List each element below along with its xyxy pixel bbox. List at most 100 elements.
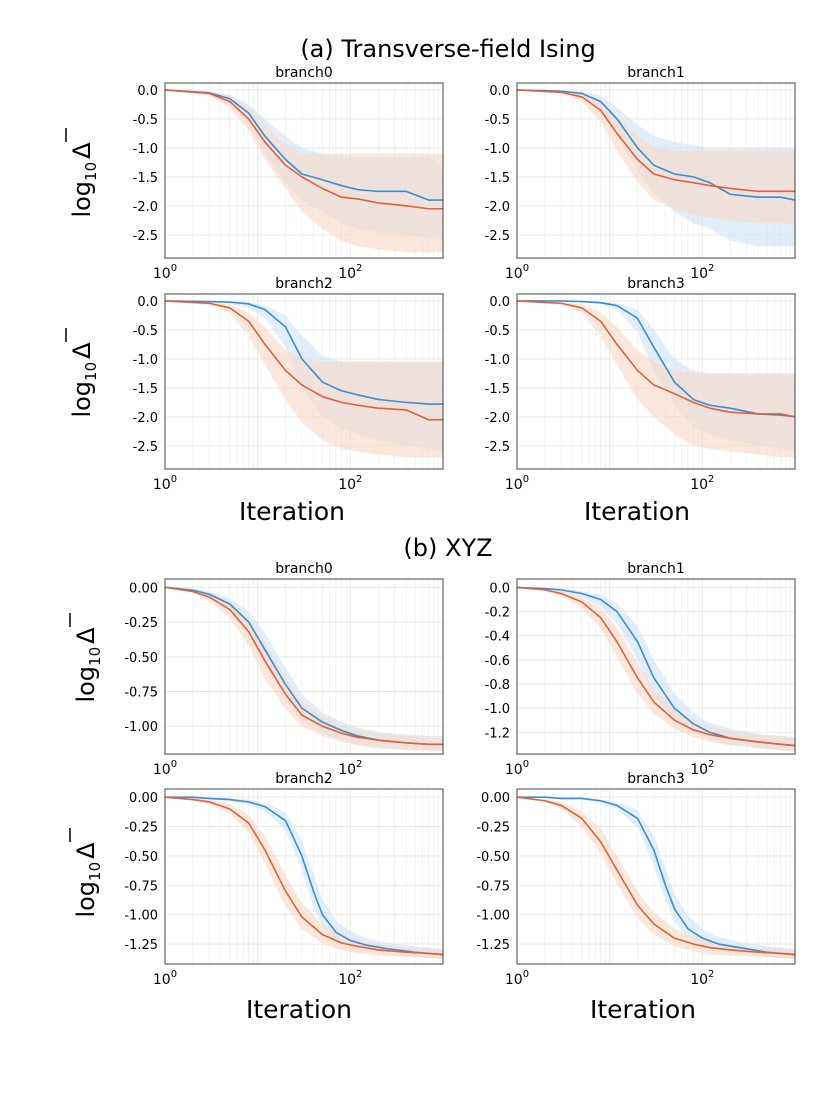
y-tick-label: -2.0 — [133, 411, 158, 426]
blue-line — [517, 89, 795, 201]
ylabel-a-bottom: log10Δ — [65, 328, 100, 418]
x-tick-label: 102 — [338, 263, 362, 282]
y-tick-label: 0.00 — [481, 791, 510, 806]
x-tick-label: 102 — [690, 263, 714, 282]
orange-band — [165, 300, 443, 458]
y-tick-label: 0.0 — [489, 295, 510, 310]
y-tick-label: -1.00 — [124, 909, 158, 924]
svg-text:log10Δ: log10Δ — [72, 627, 104, 703]
y-tick-label: -1.00 — [476, 909, 510, 924]
plot-area — [517, 300, 795, 458]
y-tick-label: -0.5 — [485, 113, 510, 128]
panel-title: branch1 — [627, 561, 685, 577]
y-tick-label: -1.25 — [124, 938, 158, 953]
x-tick-label: 102 — [690, 759, 714, 778]
orange-band — [517, 797, 795, 960]
plot-frame — [164, 578, 444, 755]
orange-line — [517, 300, 795, 418]
panel-a-branch2: branch2 0.0 -0.5 -1.0 -1.5 -2.0 -2.5 100 102 — [133, 276, 444, 493]
panel-b-branch2: branch2 0.00 -0.25 -0.50 -0.75 -1.00 -1.25 100 1… — [124, 771, 444, 988]
x-tick-label: 100 — [505, 263, 529, 282]
orange-band — [517, 89, 795, 224]
xlabel-a-left: Iteration — [239, 497, 345, 526]
section-title-a: (a) Transverse-field Ising — [300, 35, 595, 63]
panel-title: branch0 — [275, 65, 333, 81]
y-tick-label: -0.75 — [476, 879, 510, 894]
svg-text:log10Δ: log10Δ — [72, 842, 104, 918]
y-tick-label: -0.75 — [124, 686, 158, 701]
y-tick-label: -1.25 — [476, 938, 510, 953]
plot-area — [165, 89, 443, 253]
x-tick-label: 100 — [153, 969, 177, 988]
plot-area — [165, 586, 443, 752]
y-tick-label: -0.50 — [476, 850, 510, 865]
x-tick-label: 100 — [505, 474, 529, 493]
panel-a-branch3: branch3 0.0 -0.5 -1.0 -1.5 -2.0 -2.5 100 102 — [485, 276, 796, 493]
y-tick-label: -0.6 — [485, 654, 510, 669]
ylabel-b-bottom: log10Δ — [69, 828, 104, 918]
x-tick-label: 100 — [505, 969, 529, 988]
orange-line — [165, 300, 443, 421]
x-tick-label: 100 — [153, 474, 177, 493]
x-tick-label: 102 — [690, 969, 714, 988]
y-tick-label: -1.0 — [485, 353, 510, 368]
panel-b-branch0: branch0 0.00 -0.25 -0.50 -0.75 -1.00 100 102 — [124, 561, 444, 778]
x-tick-label: 102 — [338, 474, 362, 493]
plot-area — [517, 796, 795, 960]
y-tick-label: -0.8 — [485, 678, 510, 693]
panel-title: branch3 — [627, 771, 685, 787]
y-tick-label: -0.5 — [133, 113, 158, 128]
panel-title: branch3 — [627, 276, 685, 292]
y-tick-label: -2.5 — [485, 440, 510, 455]
blue-line — [165, 300, 443, 405]
plot-area — [165, 300, 443, 458]
blue-line — [517, 796, 795, 956]
orange-line — [165, 796, 443, 956]
y-tick-label: -1.5 — [485, 171, 510, 186]
y-tick-label: -0.50 — [124, 651, 158, 666]
plot-frame — [516, 788, 796, 965]
x-tick-label: 100 — [153, 263, 177, 282]
panel-title: branch2 — [275, 771, 333, 787]
y-tick-label: -2.0 — [485, 200, 510, 215]
y-tick-label: -0.25 — [124, 616, 158, 631]
y-tick-label: -0.2 — [485, 606, 510, 621]
x-tick-label: 100 — [153, 759, 177, 778]
blue-band — [517, 587, 795, 751]
y-tick-label: -1.0 — [133, 142, 158, 157]
y-tick-label: -0.5 — [133, 324, 158, 339]
blue-line — [165, 89, 443, 201]
svg-text:log10Δ: log10Δ — [68, 142, 100, 218]
plot-frame — [164, 82, 444, 259]
y-tick-label: -2.0 — [485, 411, 510, 426]
orange-band — [165, 587, 443, 752]
xlabel-b-left: Iteration — [246, 995, 352, 1024]
svg-text:log10Δ: log10Δ — [68, 342, 100, 418]
plot-frame — [164, 788, 444, 965]
panel-title: branch1 — [627, 65, 685, 81]
y-tick-label: -1.5 — [133, 382, 158, 397]
x-tick-label: 102 — [338, 969, 362, 988]
panels: branch0 0.0 -0.5 -1.0 -1.5 -2.0 -2.5 100 102 bran… — [124, 65, 796, 988]
ylabel-b-top: log10Δ — [69, 613, 104, 703]
plot-area — [165, 796, 443, 960]
orange-band — [517, 300, 795, 458]
orange-line — [517, 796, 795, 956]
xlabel-a-right: Iteration — [584, 497, 690, 526]
y-tick-label: 0.00 — [129, 581, 158, 596]
plot-frame — [516, 578, 796, 755]
y-tick-label: -1.0 — [133, 353, 158, 368]
panel-a-branch1: branch1 0.0 -0.5 -1.0 -1.5 -2.0 -2.5 100 102 — [485, 65, 796, 282]
plot-frame — [164, 293, 444, 470]
y-tick-label: -1.5 — [485, 382, 510, 397]
y-tick-label: -0.4 — [485, 630, 510, 645]
orange-band — [165, 89, 443, 253]
panel-a-branch0: branch0 0.0 -0.5 -1.0 -1.5 -2.0 -2.5 100 102 — [133, 65, 444, 282]
y-tick-label: -0.5 — [485, 324, 510, 339]
xlabel-b-right: Iteration — [590, 995, 696, 1024]
panel-title: branch0 — [275, 561, 333, 577]
y-tick-label: 0.0 — [489, 581, 510, 596]
plot-frame — [516, 293, 796, 470]
plot-area — [517, 89, 795, 247]
y-tick-label: 0.00 — [129, 791, 158, 806]
